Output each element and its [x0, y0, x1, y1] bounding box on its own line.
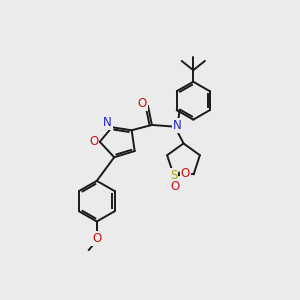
Text: O: O: [89, 135, 98, 148]
Text: O: O: [181, 167, 190, 180]
Text: O: O: [171, 180, 180, 193]
Text: N: N: [103, 116, 112, 129]
Text: S: S: [170, 169, 178, 182]
Text: O: O: [92, 232, 101, 245]
Text: O: O: [137, 98, 147, 110]
Text: N: N: [173, 119, 182, 132]
